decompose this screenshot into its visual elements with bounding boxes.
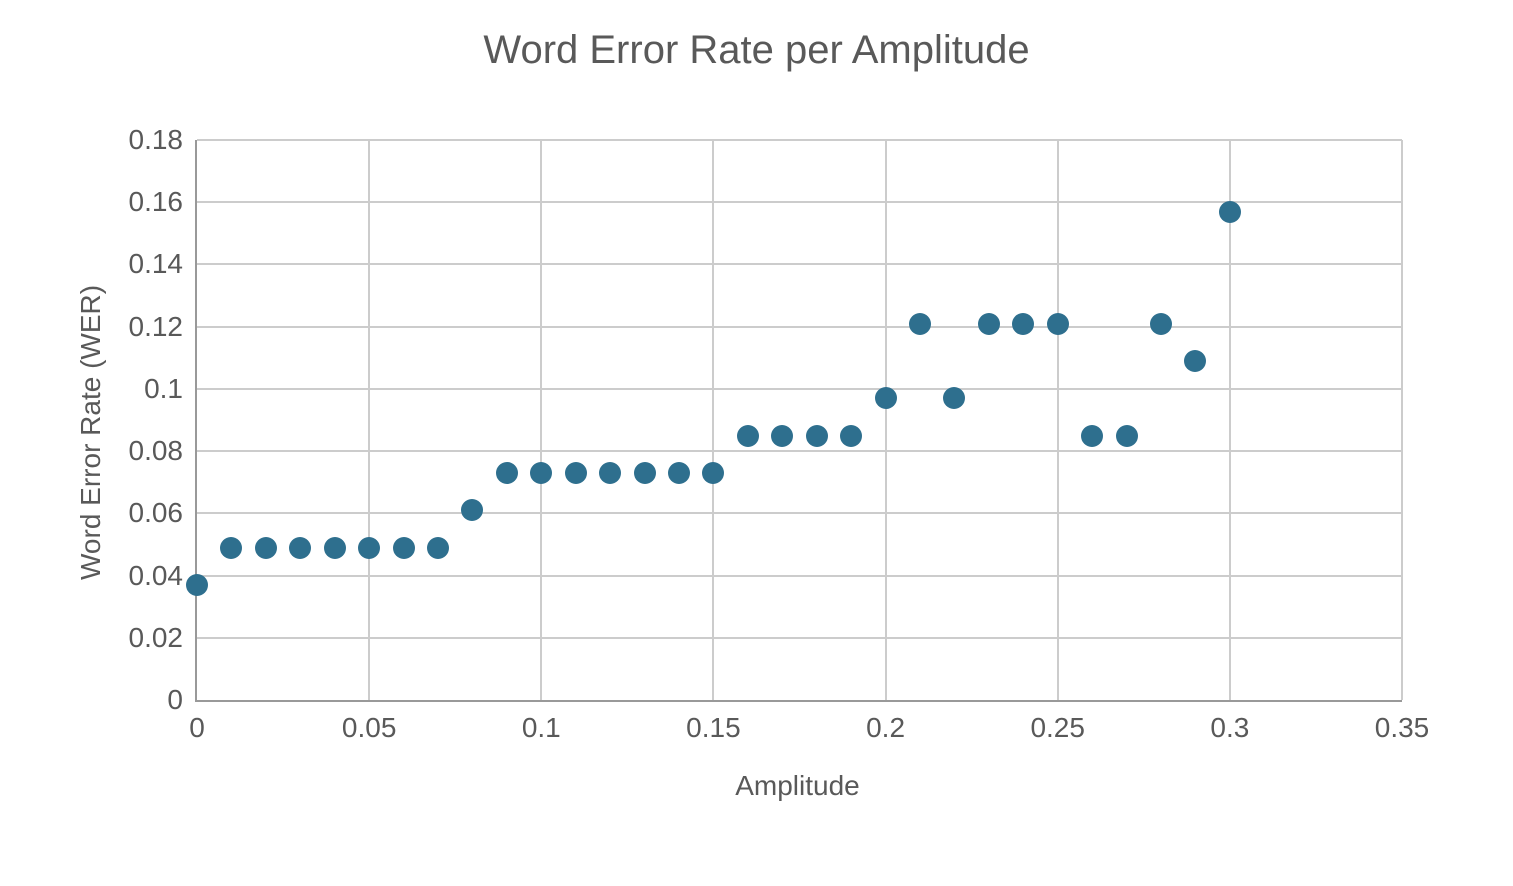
data-point xyxy=(840,425,862,447)
grid-line-horizontal xyxy=(197,139,1402,141)
data-point xyxy=(702,462,724,484)
data-point xyxy=(1150,313,1172,335)
data-point xyxy=(1116,425,1138,447)
x-tick-label: 0 xyxy=(189,712,205,744)
grid-line-vertical xyxy=(885,140,887,700)
grid-line-horizontal xyxy=(197,450,1402,452)
data-point xyxy=(461,499,483,521)
y-tick-label: 0.06 xyxy=(103,497,183,529)
data-point xyxy=(530,462,552,484)
chart-title: Word Error Rate per Amplitude xyxy=(0,28,1513,73)
grid-line-vertical xyxy=(540,140,542,700)
data-point xyxy=(634,462,656,484)
data-point xyxy=(565,462,587,484)
data-point xyxy=(289,537,311,559)
data-point xyxy=(909,313,931,335)
y-tick-label: 0.14 xyxy=(103,248,183,280)
grid-line-horizontal xyxy=(197,326,1402,328)
x-tick-label: 0.05 xyxy=(342,712,397,744)
plot-area: 00.050.10.150.20.250.30.3500.020.040.060… xyxy=(195,140,1402,702)
data-point xyxy=(1081,425,1103,447)
y-tick-label: 0.16 xyxy=(103,186,183,218)
x-tick-label: 0.3 xyxy=(1210,712,1249,744)
data-point xyxy=(324,537,346,559)
x-tick-label: 0.15 xyxy=(686,712,741,744)
data-point xyxy=(943,387,965,409)
grid-line-horizontal xyxy=(197,512,1402,514)
grid-line-horizontal xyxy=(197,637,1402,639)
data-point xyxy=(737,425,759,447)
grid-line-horizontal xyxy=(197,575,1402,577)
grid-line-vertical xyxy=(1401,140,1403,700)
data-point xyxy=(1219,201,1241,223)
data-point xyxy=(186,574,208,596)
x-tick-label: 0.1 xyxy=(522,712,561,744)
y-tick-label: 0.04 xyxy=(103,560,183,592)
data-point xyxy=(1012,313,1034,335)
x-tick-label: 0.25 xyxy=(1030,712,1085,744)
data-point xyxy=(1184,350,1206,372)
data-point xyxy=(668,462,690,484)
grid-line-vertical xyxy=(368,140,370,700)
data-point xyxy=(358,537,380,559)
data-point xyxy=(599,462,621,484)
grid-line-horizontal xyxy=(197,388,1402,390)
data-point xyxy=(875,387,897,409)
y-tick-label: 0.02 xyxy=(103,622,183,654)
x-tick-label: 0.35 xyxy=(1375,712,1430,744)
chart-container: Word Error Rate per Amplitude Word Error… xyxy=(0,0,1513,886)
data-point xyxy=(771,425,793,447)
y-tick-label: 0.1 xyxy=(103,373,183,405)
grid-line-vertical xyxy=(1229,140,1231,700)
x-tick-label: 0.2 xyxy=(866,712,905,744)
data-point xyxy=(393,537,415,559)
data-point xyxy=(427,537,449,559)
y-tick-label: 0.18 xyxy=(103,124,183,156)
grid-line-vertical xyxy=(712,140,714,700)
grid-line-horizontal xyxy=(197,263,1402,265)
data-point xyxy=(978,313,1000,335)
x-axis-label: Amplitude xyxy=(195,770,1400,802)
data-point xyxy=(1047,313,1069,335)
data-point xyxy=(255,537,277,559)
data-point xyxy=(220,537,242,559)
y-tick-label: 0.12 xyxy=(103,311,183,343)
data-point xyxy=(806,425,828,447)
y-tick-label: 0 xyxy=(103,684,183,716)
grid-line-vertical xyxy=(1057,140,1059,700)
y-tick-label: 0.08 xyxy=(103,435,183,467)
data-point xyxy=(496,462,518,484)
